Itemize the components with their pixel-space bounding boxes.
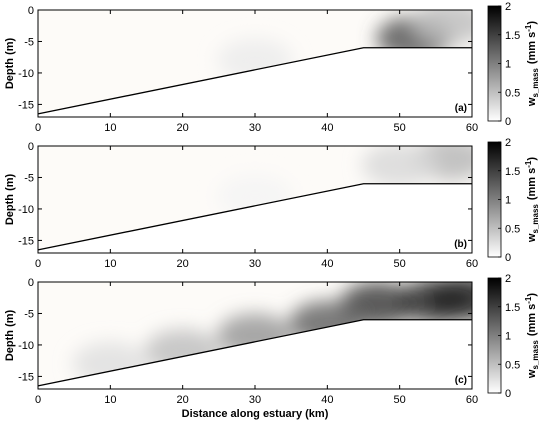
colorbar-label-close: ) [526,293,538,297]
colorbar-label-symbol: w [526,369,538,379]
bed-profile-line [37,319,472,387]
y-tick-label: 0 [28,5,34,17]
x-tick-label: 0 [35,122,41,134]
field-blob [361,146,438,187]
colorbar-tick-label: 0 [505,252,511,264]
colorbar-tick-label: 2 [505,1,511,13]
y-tick-label: -15 [18,371,34,383]
x-tick-label: 40 [321,258,333,270]
y-tick-label: 0 [28,277,34,289]
panel-letter: (a) [455,103,467,114]
x-tick-label: 20 [177,258,189,270]
y-axis-label: Depth (m) [4,38,16,90]
field-blob [426,282,472,320]
field-blob [412,10,472,45]
colorbar: 0 0.5 1 1.5 2 ws_mass (mm s-1) [487,273,540,400]
colorbar-tick-label: 2 [505,137,511,149]
colorbar-tick-label: 0 [505,388,511,400]
x-tick-label: 60 [466,122,478,134]
colorbar-label-subscript: s_mass [531,204,540,234]
colorbar-tick-label: 0.5 [505,223,520,235]
x-tick-label: 60 [466,394,478,406]
colorbar-tick-label: 0 [505,116,511,128]
y-tick-label: -5 [24,308,34,320]
y-tick-label: -15 [18,99,34,111]
y-tick-label: -5 [24,36,34,48]
colorbar-label-units: (mm s [526,32,538,64]
colorbar: 0 0.5 1 1.5 2 ws_mass (mm s-1) [487,1,540,128]
y-axis-label: Depth (m) [4,310,16,362]
x-tick-label: 30 [249,394,261,406]
colorbar-tick-label: 0.5 [505,359,520,371]
panel-letter: (c) [455,375,467,386]
x-axis-label: Distance along estuary (km) [182,408,329,420]
colorbar-label: ws_mass (mm s-1) [524,21,540,107]
colorbar-tick-label: 0.5 [505,87,520,99]
x-tick-label: 60 [466,258,478,270]
x-tick-label: 0 [35,394,41,406]
x-tick-label: 40 [321,122,333,134]
colorbar-label-symbol: w [526,233,538,243]
y-tick-label: -10 [18,340,34,352]
colorbar-tick-label: 1.5 [505,302,520,314]
y-tick-label: -5 [24,172,34,184]
colorbar-tick-label: 1 [505,195,511,207]
colorbar-label-units: (mm s [526,304,538,336]
colorbar-tick-label: 1 [505,59,511,71]
colorbar-label-subscript: s_mass [531,68,540,98]
x-tick-label: 30 [249,258,261,270]
colorbar-tick-label: 1.5 [505,166,520,178]
colorbar-label-symbol: w [526,97,538,107]
x-tick-label: 10 [104,258,116,270]
x-tick-label: 20 [177,394,189,406]
colorbar-tick-label: 2 [505,273,511,285]
x-tick-label: 0 [35,258,41,270]
x-tick-label: 20 [177,122,189,134]
colorbar-label-close: ) [526,21,538,25]
x-tick-label: 50 [394,258,406,270]
x-tick-label: 10 [104,122,116,134]
y-tick-label: -10 [18,68,34,80]
y-axis-label: Depth (m) [4,174,16,226]
colorbar-tick-label: 1 [505,331,511,343]
colorbar-label-subscript: s_mass [531,340,540,370]
x-tick-label: 50 [394,394,406,406]
panel-letter: (b) [454,239,467,250]
colorbar-label-exponent: -1 [524,296,533,304]
bed-profile-line [37,47,472,115]
colorbar-label-exponent: -1 [524,24,533,32]
x-tick-label: 30 [249,122,261,134]
bed-profile-line [37,183,472,251]
colorbar: 0 0.5 1 1.5 2 ws_mass (mm s-1) [487,137,540,264]
y-tick-label: -15 [18,235,34,247]
x-tick-label: 40 [321,394,333,406]
colorbar-label: ws_mass (mm s-1) [524,293,540,379]
x-tick-label: 50 [394,122,406,134]
colorbar-label-exponent: -1 [524,160,533,168]
y-tick-label: 0 [28,141,34,153]
y-tick-label: -10 [18,204,34,216]
x-tick-label: 10 [104,394,116,406]
colorbar-label-close: ) [526,157,538,161]
colorbar-label-units: (mm s [526,168,538,200]
colorbar-tick-label: 1.5 [505,30,520,42]
colorbar-label: ws_mass (mm s-1) [524,157,540,243]
